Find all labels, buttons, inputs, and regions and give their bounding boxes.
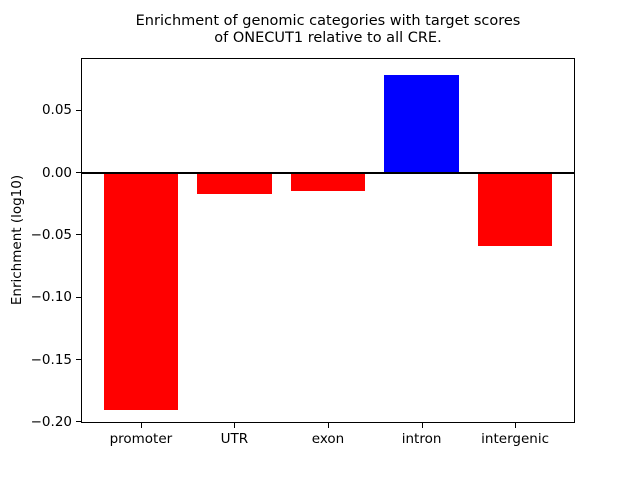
y-tick-label: −0.20 <box>30 413 72 430</box>
x-tick-UTR <box>234 423 236 428</box>
x-tick-promoter <box>140 423 142 428</box>
zero-line <box>81 171 575 174</box>
x-tick-label-exon: exon <box>311 431 345 447</box>
x-tick-intron <box>421 423 423 428</box>
y-tick <box>76 359 81 360</box>
bar-promoter <box>103 172 179 411</box>
x-tick-label-intron: intron <box>401 431 442 447</box>
y-tick-label: 0.00 <box>41 164 72 181</box>
chart-title: Enrichment of genomic categories with ta… <box>81 13 575 46</box>
bar-intergenic <box>477 172 553 247</box>
y-tick <box>76 421 81 423</box>
y-tick <box>76 296 81 298</box>
x-tick-intergenic <box>515 423 517 428</box>
bar-exon <box>290 172 366 192</box>
x-tick-label-promoter: promoter <box>109 431 173 447</box>
y-tick-label: −0.05 <box>30 226 72 243</box>
y-tick <box>76 109 81 111</box>
y-tick-label: 0.05 <box>41 102 72 119</box>
x-tick-label-UTR: UTR <box>220 431 249 447</box>
x-tick-exon <box>328 423 329 428</box>
bar-UTR <box>197 172 272 194</box>
bar-intron <box>384 75 459 173</box>
chart-title-line-2: of ONECUT1 relative to all CRE. <box>214 29 442 46</box>
y-tick-label: −0.15 <box>30 351 72 368</box>
chart-title-line-1: Enrichment of genomic categories with ta… <box>135 13 521 29</box>
y-tick <box>76 172 81 174</box>
y-tick-label: −0.10 <box>30 289 72 306</box>
y-tick <box>76 234 81 236</box>
x-tick-label-intergenic: intergenic <box>481 431 549 447</box>
